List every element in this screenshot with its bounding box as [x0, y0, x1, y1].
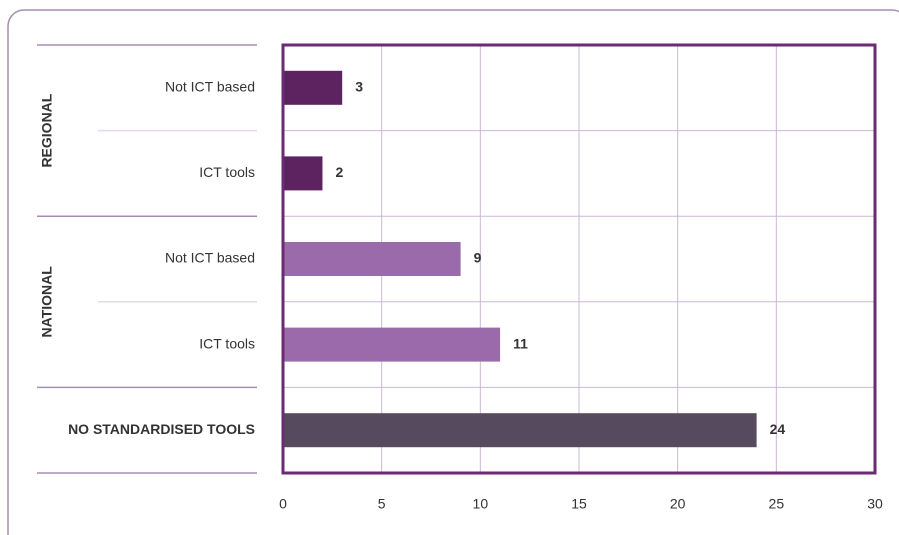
bar — [283, 156, 323, 191]
x-tick-label: 0 — [279, 496, 287, 512]
x-tick-label: 10 — [473, 496, 489, 512]
x-tick-label: 5 — [378, 496, 386, 512]
data-label: 3 — [355, 79, 363, 95]
data-label: 9 — [474, 250, 482, 266]
data-label: 2 — [335, 164, 343, 180]
group-label: NO STANDARDISED TOOLS — [68, 421, 255, 437]
x-tick-label: 15 — [571, 496, 587, 512]
bar — [283, 70, 343, 105]
group-label: REGIONAL — [39, 93, 55, 167]
y-tick-label: Not ICT based — [165, 79, 255, 95]
y-tick-label: ICT tools — [199, 335, 255, 351]
plot-border — [281, 43, 877, 475]
data-label: 11 — [513, 335, 528, 351]
y-tick-label: Not ICT based — [165, 250, 255, 266]
x-tick-label: 25 — [769, 496, 785, 512]
x-tick-label: 20 — [670, 496, 686, 512]
bar — [283, 242, 461, 276]
x-tick-label: 30 — [867, 496, 883, 512]
group-label: NATIONAL — [39, 266, 55, 338]
bar — [283, 413, 757, 448]
data-label: 24 — [770, 421, 786, 437]
bar — [283, 327, 501, 362]
y-tick-label: ICT tools — [199, 164, 255, 180]
